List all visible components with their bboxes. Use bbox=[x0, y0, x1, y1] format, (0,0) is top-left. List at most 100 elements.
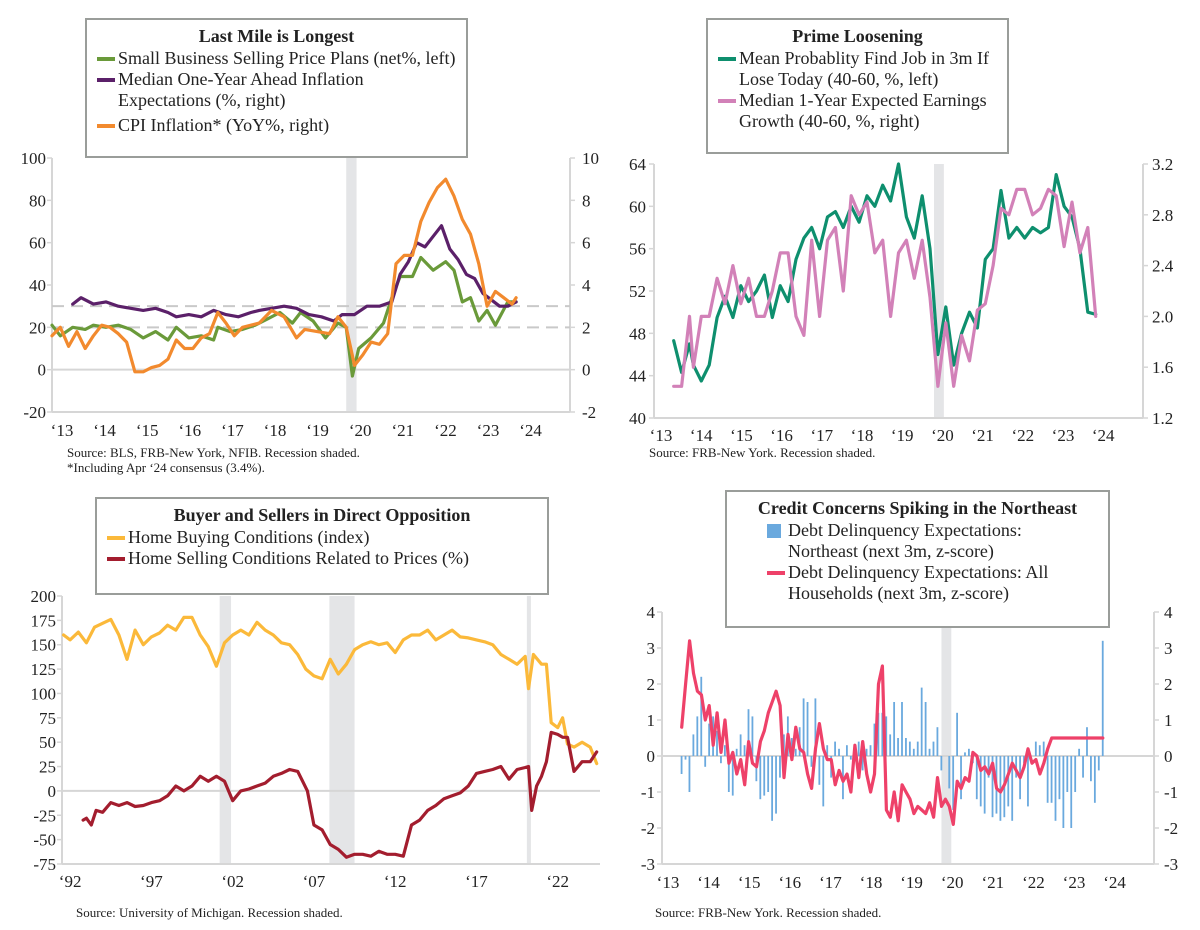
y-tick-label-left: 64 bbox=[629, 155, 647, 174]
bar bbox=[1074, 756, 1077, 792]
y-tick-label-left: 0 bbox=[38, 361, 47, 380]
y-tick-label-left: 44 bbox=[629, 367, 647, 386]
x-tick-label: ‘07 bbox=[303, 872, 326, 891]
y-tick-label-left: 25 bbox=[39, 758, 56, 777]
bar bbox=[1007, 756, 1010, 807]
legend-label: Mean Probablity Find Job in 3m If Lose T… bbox=[739, 48, 989, 89]
bar bbox=[779, 756, 781, 778]
x-tick-label: ‘12 bbox=[384, 872, 407, 891]
x-tick-label: ‘15 bbox=[738, 873, 761, 892]
bar bbox=[991, 756, 994, 818]
source-text: Source: BLS, FRB-New York, NFIB. Recessi… bbox=[67, 445, 360, 460]
y-tick-label-left: 0 bbox=[647, 747, 656, 766]
series-line-2 bbox=[680, 639, 1105, 827]
bar bbox=[727, 756, 730, 792]
bar bbox=[747, 709, 750, 756]
chart-p3: 200 175 150 125 100 75 50 25 0 -25 -50 -75‘92 ‘97 ‘02… bbox=[31, 587, 600, 891]
bar bbox=[1090, 756, 1092, 782]
x-tick-label: ‘23 bbox=[1063, 873, 1086, 892]
y-tick-label-left: -20 bbox=[23, 403, 46, 422]
bar bbox=[861, 756, 864, 771]
bar bbox=[814, 698, 817, 756]
y-tick-label-left: 20 bbox=[29, 318, 46, 337]
bar bbox=[975, 756, 978, 800]
bar bbox=[881, 712, 884, 756]
y-tick-label-right: 8 bbox=[582, 191, 591, 210]
y-tick-label-right: -2 bbox=[1164, 819, 1178, 838]
bar bbox=[834, 741, 836, 756]
bar bbox=[1058, 756, 1061, 800]
bar bbox=[720, 756, 722, 764]
y-tick-label-left: 4 bbox=[647, 603, 656, 622]
legend-swatch bbox=[97, 78, 115, 82]
bar bbox=[912, 748, 915, 756]
bar bbox=[897, 738, 899, 756]
bar bbox=[983, 756, 986, 814]
bar bbox=[999, 756, 1002, 821]
bar bbox=[1097, 756, 1100, 771]
legend-label: Debt Delinquency Expectations: Northeast… bbox=[788, 520, 1022, 561]
y-tick-label-right: -1 bbox=[1164, 783, 1178, 802]
legend-item: Mean Probablity Find Job in 3m If Lose T… bbox=[718, 48, 997, 90]
bar bbox=[755, 756, 758, 782]
series-line-1 bbox=[672, 162, 1098, 383]
x-tick-label: ‘19 bbox=[900, 873, 923, 892]
y-tick-label-left: 60 bbox=[629, 197, 646, 216]
legend-swatch bbox=[107, 557, 125, 561]
legend-label: CPI Inflation* (YoY%, right) bbox=[118, 115, 330, 135]
y-tick-label-right: 4 bbox=[1164, 603, 1173, 622]
bar bbox=[1023, 756, 1025, 764]
bar bbox=[739, 734, 742, 756]
y-tick-label-right: 2.4 bbox=[1152, 257, 1174, 276]
bar bbox=[810, 756, 813, 767]
bar bbox=[704, 756, 707, 767]
x-tick-label: ‘20 bbox=[931, 426, 954, 445]
bar bbox=[1015, 756, 1018, 778]
y-tick-label-left: -3 bbox=[641, 855, 655, 874]
y-tick-label-left: 125 bbox=[31, 660, 57, 679]
bar bbox=[684, 756, 687, 760]
x-tick-label: ‘24 bbox=[1103, 873, 1126, 892]
x-tick-label: ‘22 bbox=[1011, 426, 1034, 445]
bar bbox=[885, 716, 888, 756]
bar bbox=[893, 702, 896, 756]
bar bbox=[952, 756, 955, 810]
bar bbox=[1070, 756, 1073, 828]
bar bbox=[735, 748, 738, 756]
y-tick-label-left: 150 bbox=[31, 636, 57, 655]
bar bbox=[1078, 748, 1081, 756]
x-tick-label: ‘24 bbox=[1092, 426, 1115, 445]
bar bbox=[1066, 756, 1069, 792]
x-tick-label: ‘15 bbox=[730, 426, 753, 445]
y-tick-label-right: 0 bbox=[582, 361, 591, 380]
y-tick-label-left: -2 bbox=[641, 819, 655, 838]
bar bbox=[940, 756, 943, 771]
bar bbox=[1101, 640, 1104, 756]
bar bbox=[1062, 756, 1065, 828]
legend-p4: Credit Concerns Spiking in the Northeast… bbox=[725, 490, 1110, 628]
x-tick-label: ‘14 bbox=[93, 421, 116, 440]
footnote-text: *Including Apr ‘24 consensus (3.4%). bbox=[67, 460, 265, 475]
bar bbox=[905, 738, 907, 756]
x-tick-label: ‘15 bbox=[136, 421, 159, 440]
recession-band bbox=[346, 158, 357, 412]
bar bbox=[987, 756, 990, 778]
source-text: Source: University of Michigan. Recessio… bbox=[76, 905, 343, 920]
x-tick-label: ‘20 bbox=[349, 421, 372, 440]
bar bbox=[838, 748, 840, 756]
bar bbox=[960, 756, 962, 800]
y-tick-label-left: 50 bbox=[39, 733, 56, 752]
bar bbox=[1093, 756, 1096, 803]
x-tick-label: ‘19 bbox=[891, 426, 914, 445]
bar bbox=[1046, 756, 1049, 803]
y-tick-label-left: 3 bbox=[647, 639, 656, 658]
y-tick-label-left: -50 bbox=[33, 831, 56, 850]
bar bbox=[696, 716, 699, 756]
bar bbox=[936, 727, 939, 756]
y-tick-label-right: 3 bbox=[1164, 639, 1173, 658]
legend-swatch bbox=[767, 524, 781, 538]
x-tick-label: ‘22 bbox=[434, 421, 457, 440]
x-tick-label: ‘24 bbox=[519, 421, 542, 440]
